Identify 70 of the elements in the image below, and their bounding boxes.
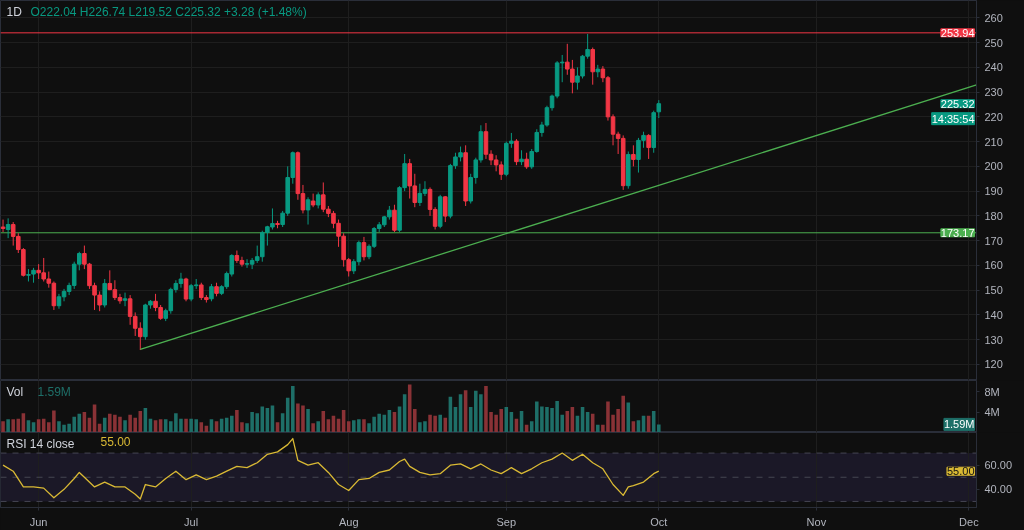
candlestick (305, 196, 311, 226)
candlestick (122, 292, 128, 307)
y-tick-label: 240 (984, 61, 1003, 74)
y-tick-label: 230 (984, 86, 1003, 99)
chart-title: RSI 14 close (6, 436, 75, 451)
bar (6, 419, 10, 432)
x-tick-label: Dec (959, 515, 980, 528)
line-series (2, 437, 660, 500)
bar (316, 421, 320, 432)
x-tick-label: Aug (338, 515, 359, 528)
candlestick (590, 47, 595, 86)
x-tick-label: Nov (806, 515, 827, 528)
ref-line-label: 173.17 (940, 226, 975, 239)
y-tick-label: 160 (984, 259, 1003, 272)
candlestick (0, 219, 6, 233)
x-tick-label: Jul (184, 515, 199, 528)
y-tick-label: 40.00 (984, 483, 1013, 496)
candlestick (310, 193, 316, 208)
candlestick (646, 133, 651, 160)
text: 1.59M (943, 418, 975, 431)
candlestick (392, 204, 397, 233)
y-tick-label: 190 (984, 185, 1003, 198)
y-tick-label: 250 (984, 36, 1003, 49)
bar (657, 424, 661, 432)
y-tick-label: 210 (984, 135, 1003, 148)
bar (11, 419, 15, 432)
y-tick-label: 170 (984, 234, 1003, 247)
chart-subtitle: O222.04 H226.74 L219.52 C225.32 +3.28 (+1.48%) (30, 4, 307, 19)
bar (311, 423, 315, 432)
candlestick (483, 122, 489, 160)
bar (123, 420, 127, 432)
x-tick-label: Jun (29, 515, 48, 528)
bar (362, 419, 366, 432)
x-tick-label: Sep (496, 515, 517, 528)
bar (184, 418, 188, 432)
chart-title: Vol (6, 384, 24, 399)
bar (1, 421, 5, 432)
y-tick-label: 200 (984, 160, 1003, 173)
chart-title: 1D (6, 4, 23, 19)
y-tick-label: 120 (984, 358, 1003, 371)
y-tick-label: 8M (984, 385, 1000, 398)
y-tick-label: 4M (984, 406, 1000, 419)
candlestick (234, 250, 240, 264)
y-tick-label: 130 (984, 333, 1003, 346)
annotation: 225.32 (940, 97, 975, 110)
text: 55.00 (946, 465, 975, 478)
bar (230, 415, 234, 432)
y-tick-label: 220 (984, 110, 1003, 123)
y-tick-label: 150 (984, 284, 1003, 297)
candlestick (417, 183, 423, 207)
y-tick-label: 60.00 (984, 459, 1013, 472)
candlestick (514, 138, 519, 166)
annotation: 1.59M (37, 384, 71, 399)
bar (291, 386, 295, 432)
y-tick-label: 140 (984, 308, 1003, 321)
candlestick (631, 144, 636, 167)
candlestick (102, 278, 107, 308)
candlestick (498, 160, 504, 181)
y-tick-label: 260 (984, 11, 1003, 24)
bar (306, 409, 310, 432)
bar (596, 424, 600, 432)
annotation: 14:35:54 (931, 112, 975, 125)
y-tick-label: 180 (984, 209, 1003, 222)
bar (438, 414, 442, 432)
bar (413, 409, 417, 432)
candlestick (5, 217, 11, 239)
candlestick (443, 195, 448, 223)
x-tick-label: Oct (650, 515, 668, 528)
annotation: 55.00 (100, 434, 131, 449)
ref-line-label: 253.94 (940, 26, 975, 39)
